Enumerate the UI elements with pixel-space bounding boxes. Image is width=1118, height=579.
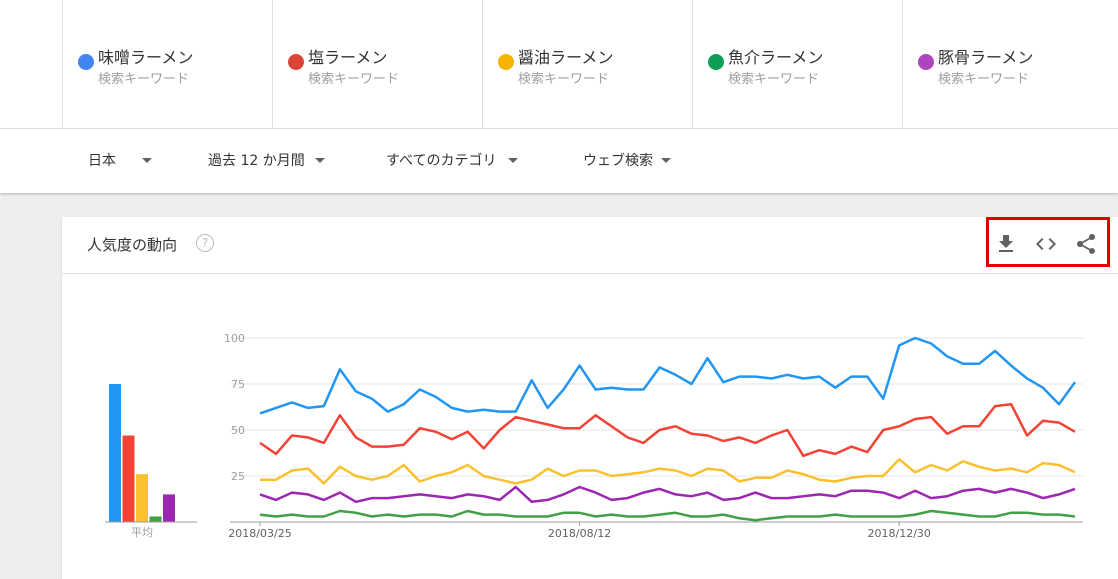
category-dropdown[interactable]: すべてのカテゴリ [386,150,519,170]
card-header: 人気度の動向 ? [62,217,1118,274]
term-color-dot-tonkotsu [918,54,934,70]
download-icon[interactable] [994,232,1018,256]
term-name: 醤油ラーメン [518,48,614,67]
avg-bar-0 [109,384,121,522]
avg-bar-2 [136,474,148,522]
line-chart-series [259,336,1077,522]
chevron-down-icon [142,157,152,163]
avg-bar-3 [149,516,162,522]
term-type: 検索キーワード [938,72,1030,87]
chevron-down-icon [661,157,671,163]
series-line [260,458,1076,485]
average-bar-chart [109,384,175,522]
actions-highlight-box [986,217,1110,267]
comparison-card: 味噌ラーメン 検索キーワード 塩ラーメン 検索キーワード 醤油ラーメン 検索キー… [0,0,1118,193]
term-card-tonkotsu[interactable]: 豚骨ラーメン 検索キーワード [902,0,1116,128]
x-tick-label: 2018/08/12 [548,527,611,540]
region-value: 日本 [88,153,116,169]
chevron-down-icon [314,157,325,163]
term-type: 検索キーワード [728,72,820,87]
term-name: 味噌ラーメン [98,48,194,67]
series-line [259,509,1076,522]
card-title: 人気度の動向 [87,236,178,254]
term-color-dot-shio [288,54,304,70]
term-color-dot-gyokai [708,54,724,70]
line-chart-axis: 2018/03/25 2018/08/12 2018/12/30 [228,522,931,540]
search-terms-row: 味噌ラーメン 検索キーワード 塩ラーメン 検索キーワード 醤油ラーメン 検索キー… [62,0,1118,128]
y-tick-label: 100 [224,332,245,345]
avg-bar-1 [122,435,135,522]
term-color-dot-miso [78,54,94,70]
term-name: 豚骨ラーメン [938,48,1034,67]
share-icon[interactable] [1074,232,1098,256]
chevron-down-icon [508,157,519,163]
term-type: 検索キーワード [308,72,400,87]
period-dropdown[interactable]: 過去 12 か月間 [208,150,325,170]
term-name: 塩ラーメン [308,48,388,67]
region-dropdown[interactable]: 日本 [88,150,152,170]
chart-area: 平均 25 50 75 100 2018/03/25 2018/08/12 2018/12… [105,332,1083,540]
term-type: 検索キーワード [518,72,610,87]
embed-code-icon[interactable] [1034,232,1058,256]
term-card-gyokai[interactable]: 魚介ラーメン 検索キーワード [692,0,902,128]
y-tick-label: 25 [231,470,245,483]
series-line [259,485,1076,504]
category-value: すべてのカテゴリ [386,153,497,169]
x-tick-label: 2018/12/30 [868,527,931,540]
term-card-shoyu[interactable]: 醤油ラーメン 検索キーワード [482,0,692,128]
line-chart-grid: 25 50 75 100 [224,332,1083,523]
interest-over-time-card: 人気度の動向 ? 平均 25 50 75 100 2018/03/25 2018/08/… [62,217,1118,579]
term-color-dot-shoyu [498,54,514,70]
series-line [259,402,1076,458]
term-type: 検索キーワード [98,72,190,87]
y-tick-label: 75 [231,378,245,391]
term-name: 魚介ラーメン [728,48,824,67]
bar-chart-xlabel: 平均 [131,526,153,539]
search-type-value: ウェブ検索 [583,153,653,169]
search-type-dropdown[interactable]: ウェブ検索 [583,150,671,170]
period-value: 過去 12 か月間 [208,153,305,169]
series-line [259,336,1077,415]
divider [0,128,1118,129]
y-tick-label: 50 [231,424,245,437]
x-tick-label: 2018/03/25 [228,527,291,540]
help-icon[interactable]: ? [196,234,214,252]
term-card-miso[interactable]: 味噌ラーメン 検索キーワード [62,0,272,128]
avg-bar-4 [163,494,175,522]
term-card-shio[interactable]: 塩ラーメン 検索キーワード [272,0,482,128]
filter-bar: 日本 過去 12 か月間 すべてのカテゴリ ウェブ検索 [0,129,1118,193]
